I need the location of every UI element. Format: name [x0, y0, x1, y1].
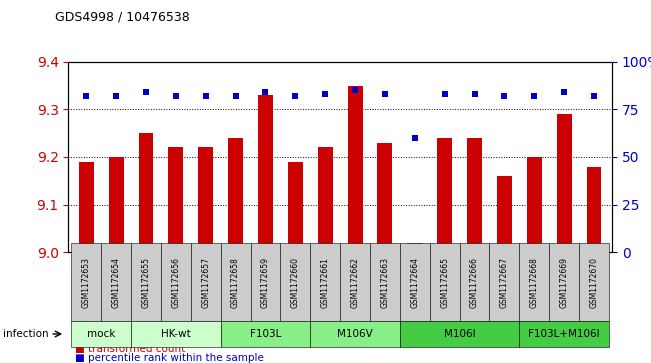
Text: GSM1172657: GSM1172657	[201, 257, 210, 308]
Bar	[467, 138, 482, 252]
Text: GSM1172664: GSM1172664	[410, 257, 419, 308]
Text: ■ percentile rank within the sample: ■ percentile rank within the sample	[75, 352, 264, 363]
Point	[81, 93, 92, 99]
Point	[589, 93, 599, 99]
Bar	[109, 157, 124, 252]
Text: GSM1172669: GSM1172669	[560, 257, 569, 308]
Point	[171, 93, 181, 99]
Text: GDS4998 / 10476538: GDS4998 / 10476538	[55, 11, 190, 24]
Text: GSM1172658: GSM1172658	[231, 257, 240, 308]
Bar	[288, 162, 303, 252]
Bar	[527, 157, 542, 252]
Text: GSM1172666: GSM1172666	[470, 257, 479, 308]
Text: GSM1172668: GSM1172668	[530, 257, 539, 308]
Point	[350, 87, 360, 93]
Text: GSM1172661: GSM1172661	[321, 257, 329, 308]
Text: GSM1172653: GSM1172653	[82, 257, 90, 308]
Bar	[557, 114, 572, 252]
Point	[409, 135, 420, 141]
Text: mock: mock	[87, 329, 115, 339]
Point	[111, 93, 121, 99]
Point	[201, 93, 211, 99]
Bar	[228, 138, 243, 252]
Text: GSM1172659: GSM1172659	[261, 257, 270, 308]
Text: GSM1172663: GSM1172663	[380, 257, 389, 308]
Point	[439, 91, 450, 97]
Text: GSM1172654: GSM1172654	[111, 257, 120, 308]
Point	[320, 91, 331, 97]
Text: ■ transformed count: ■ transformed count	[75, 344, 185, 354]
Text: F103L+M106I: F103L+M106I	[529, 329, 600, 339]
Point	[499, 93, 510, 99]
Point	[559, 89, 570, 95]
Text: HK-wt: HK-wt	[161, 329, 191, 339]
Text: F103L: F103L	[250, 329, 281, 339]
Bar	[79, 162, 94, 252]
Point	[380, 91, 390, 97]
Bar	[497, 176, 512, 252]
Bar	[258, 95, 273, 252]
Text: GSM1172655: GSM1172655	[141, 257, 150, 308]
Text: GSM1172656: GSM1172656	[171, 257, 180, 308]
Point	[230, 93, 241, 99]
Text: infection: infection	[3, 329, 49, 339]
Text: M106I: M106I	[444, 329, 475, 339]
Bar	[378, 143, 393, 252]
Bar	[199, 147, 214, 252]
Point	[529, 93, 540, 99]
Text: GSM1172665: GSM1172665	[440, 257, 449, 308]
Bar	[408, 243, 422, 252]
Bar	[169, 147, 184, 252]
Bar	[587, 167, 602, 252]
Text: GSM1172662: GSM1172662	[351, 257, 359, 308]
Bar	[437, 138, 452, 252]
Bar	[318, 147, 333, 252]
Bar	[348, 86, 363, 252]
Text: GSM1172667: GSM1172667	[500, 257, 509, 308]
Text: M106V: M106V	[337, 329, 373, 339]
Text: GSM1172660: GSM1172660	[291, 257, 300, 308]
Bar	[139, 133, 154, 252]
Text: GSM1172670: GSM1172670	[590, 257, 598, 308]
Point	[260, 89, 271, 95]
Point	[469, 91, 480, 97]
Point	[141, 89, 151, 95]
Point	[290, 93, 301, 99]
